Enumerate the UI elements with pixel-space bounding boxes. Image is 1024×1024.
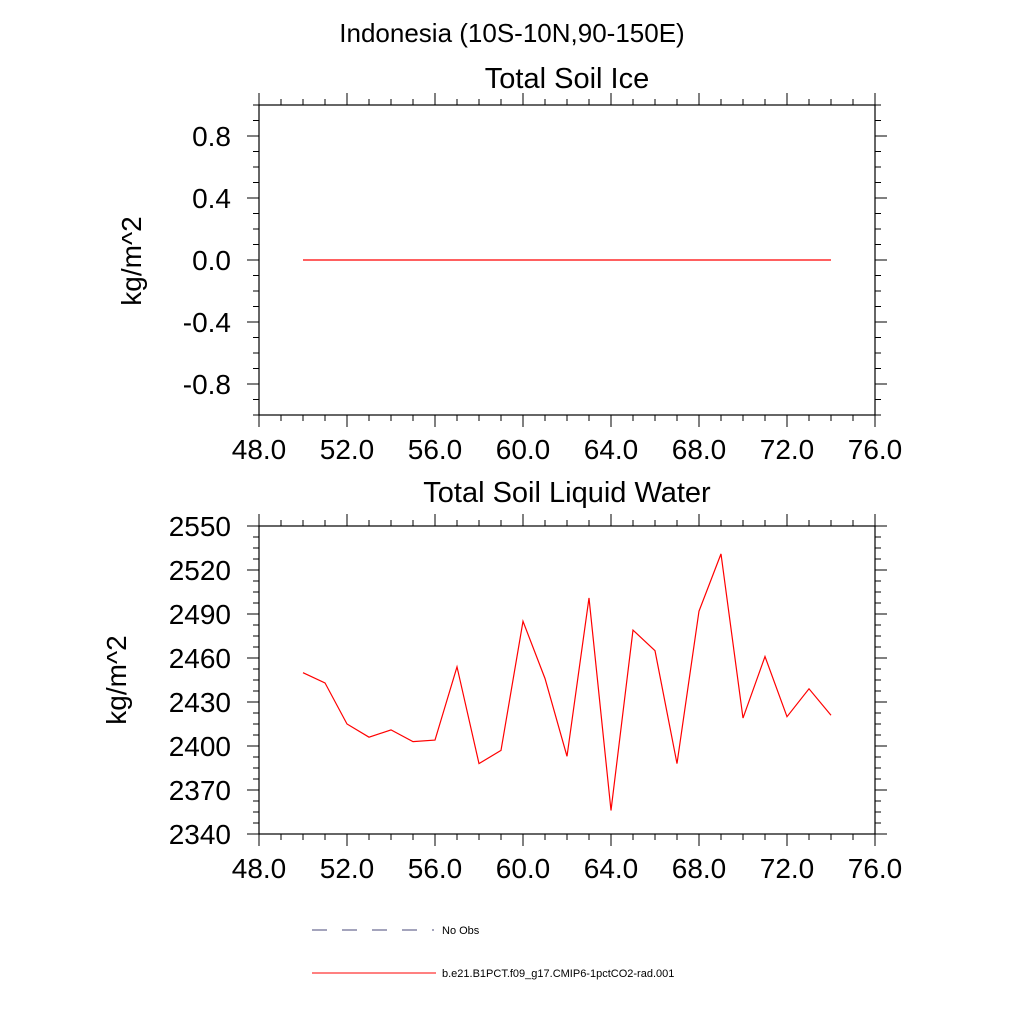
x-tick-label: 64.0 [584,434,639,465]
x-tick-label: 68.0 [672,853,727,884]
x-tick-label: 76.0 [848,434,903,465]
legend: No Obs b.e21.B1PCT.f09_g17.CMIP6-1pctCO2… [312,925,674,980]
x-tick-label: 52.0 [320,434,375,465]
y-tick-label: 2550 [169,511,231,542]
chart-title: Total Soil Ice [485,63,649,95]
chart-panel-soil-ice: Total Soil Ice kg/m^2 48.0 52.0 56.0 60.0 64… [116,63,902,465]
x-tick-label: 48.0 [232,853,287,884]
x-tick-label: 52.0 [320,853,375,884]
y-tick-label: 0.0 [192,245,231,276]
x-tick-label: 68.0 [672,434,727,465]
y-tick-label: 0.8 [192,121,231,152]
x-tick-label: 48.0 [232,434,287,465]
axis-tick-labels: 48.0 52.0 56.0 60.0 64.0 68.0 72.0 76.0 2340 2370… [169,511,903,884]
series-line [302,553,832,811]
x-tick-label: 60.0 [496,853,551,884]
axis-ticks [247,93,887,427]
y-tick-label: 2460 [169,643,231,674]
y-axis-label: kg/m^2 [116,216,147,305]
x-tick-label: 56.0 [408,434,463,465]
y-tick-label: 0.4 [192,183,231,214]
x-tick-label: 56.0 [408,853,463,884]
legend-label-model-run: b.e21.B1PCT.f09_g17.CMIP6-1pctCO2-rad.00… [442,968,674,980]
x-tick-label: 76.0 [848,853,903,884]
legend-label-no-obs: No Obs [442,925,480,937]
plot-area-frame [258,525,876,835]
axis-tick-labels: 48.0 52.0 56.0 60.0 64.0 68.0 72.0 76.0 -0.8 -0.4… [183,121,903,465]
y-tick-label: 2370 [169,775,231,806]
y-tick-label: -0.4 [183,307,231,338]
y-tick-label: -0.8 [183,369,231,400]
x-tick-label: 60.0 [496,434,551,465]
x-tick-label: 72.0 [760,434,815,465]
axis-ticks [247,514,887,846]
y-tick-label: 2520 [169,555,231,586]
x-tick-label: 64.0 [584,853,639,884]
chart-title: Total Soil Liquid Water [423,477,711,509]
y-tick-label: 2400 [169,731,231,762]
chart-panel-soil-liquid-water: Total Soil Liquid Water kg/m^2 48.0 52.0 5… [101,477,902,884]
y-tick-label: 2340 [169,819,231,850]
y-tick-label: 2430 [169,687,231,718]
data-series [302,553,832,811]
y-axis-label: kg/m^2 [101,635,132,724]
x-tick-label: 72.0 [760,853,815,884]
y-tick-label: 2490 [169,599,231,630]
figure-suptitle: Indonesia (10S-10N,90-150E) [339,18,684,48]
